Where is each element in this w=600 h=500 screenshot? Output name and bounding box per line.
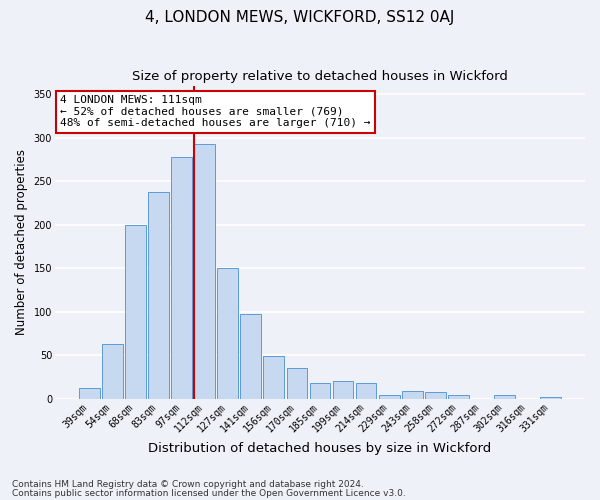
Bar (402, 391, 422, 399)
Bar (540, 397, 561, 399)
Bar (79, 388, 100, 399)
Bar (494, 394, 515, 399)
Bar (102, 344, 123, 399)
Bar (171, 157, 192, 399)
Bar (287, 368, 307, 399)
Bar (379, 396, 400, 399)
Title: Size of property relative to detached houses in Wickford: Size of property relative to detached ho… (132, 70, 508, 83)
Bar (241, 314, 261, 399)
Bar (148, 192, 169, 399)
Bar (263, 356, 284, 399)
Y-axis label: Number of detached properties: Number of detached properties (15, 149, 28, 335)
Text: 4 LONDON MEWS: 111sqm
← 52% of detached houses are smaller (769)
48% of semi-det: 4 LONDON MEWS: 111sqm ← 52% of detached … (60, 95, 371, 128)
Text: Contains HM Land Registry data © Crown copyright and database right 2024.: Contains HM Land Registry data © Crown c… (12, 480, 364, 489)
Bar (217, 268, 238, 399)
Bar (125, 225, 146, 399)
Bar (194, 144, 215, 399)
Bar (332, 382, 353, 399)
Text: 4, LONDON MEWS, WICKFORD, SS12 0AJ: 4, LONDON MEWS, WICKFORD, SS12 0AJ (145, 10, 455, 25)
Bar (448, 396, 469, 399)
Bar (356, 383, 376, 399)
Bar (310, 383, 331, 399)
Bar (425, 392, 446, 399)
Text: Contains public sector information licensed under the Open Government Licence v3: Contains public sector information licen… (12, 488, 406, 498)
X-axis label: Distribution of detached houses by size in Wickford: Distribution of detached houses by size … (148, 442, 491, 455)
